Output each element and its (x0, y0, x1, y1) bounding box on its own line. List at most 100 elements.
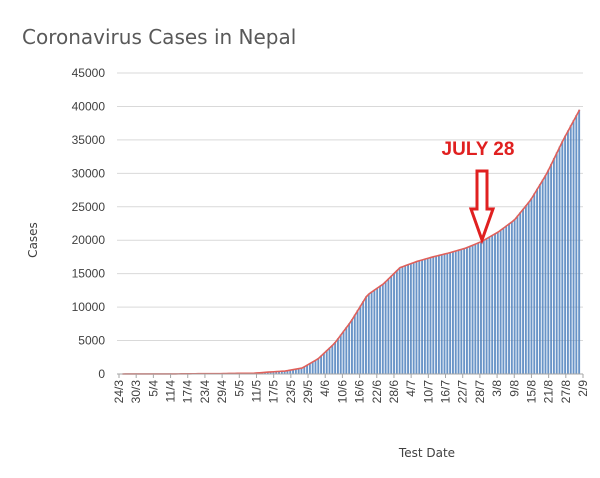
bar (508, 223, 510, 374)
y-tick-label: 0 (98, 367, 105, 381)
bar (544, 174, 547, 374)
bar (379, 285, 381, 374)
bar (426, 258, 429, 374)
bar (351, 319, 353, 374)
bar (457, 250, 460, 374)
bar (376, 287, 379, 374)
x-tick-label: 16/7 (439, 380, 453, 404)
x-tick-label: 4/7 (404, 380, 418, 397)
bar (541, 179, 544, 374)
x-tick-label: 9/8 (507, 380, 521, 397)
y-tick-label: 20000 (72, 233, 106, 247)
bar (278, 371, 280, 374)
y-tick-label: 30000 (72, 166, 106, 180)
x-tick-label: 30/3 (129, 380, 143, 404)
bar (468, 246, 471, 374)
x-tick-label: 27/8 (559, 380, 573, 404)
bar (527, 201, 530, 374)
bar (555, 152, 558, 374)
bar (320, 355, 323, 374)
bar (474, 243, 477, 374)
bar (300, 368, 303, 374)
bar (524, 205, 527, 374)
bar (353, 314, 356, 374)
bar (328, 347, 331, 374)
bar (578, 109, 581, 374)
bar (494, 233, 496, 374)
x-axis-tick-labels: 24/3 30/3 5/4 11/4 17/4 23/4 29/4 5/5 11/5 17/5 23… (112, 374, 590, 403)
bar (409, 263, 412, 374)
bar (454, 250, 457, 374)
x-tick-label: 28/7 (473, 380, 487, 404)
bar (398, 267, 401, 374)
bar (418, 260, 421, 374)
annotation-label: JULY 28 (442, 139, 515, 160)
bar (491, 235, 494, 374)
bar (480, 241, 482, 374)
bar (513, 219, 516, 374)
bar (485, 238, 488, 374)
bar (370, 291, 373, 374)
bar (488, 236, 491, 374)
x-tick-label: 16/6 (353, 380, 367, 404)
bar (477, 242, 480, 374)
x-tick-label: 22/7 (456, 380, 470, 404)
bar (569, 125, 572, 374)
bar (342, 330, 345, 374)
x-tick-label: 22/6 (370, 380, 384, 404)
bar (362, 301, 365, 374)
x-tick-label: 11/4 (164, 380, 178, 403)
bar (272, 371, 275, 374)
x-tick-label: 17/4 (181, 380, 195, 404)
bar (356, 310, 359, 374)
bar (311, 361, 314, 374)
bar (536, 188, 539, 374)
bar (496, 231, 499, 374)
y-axis-title: Cases (26, 222, 40, 258)
bar (339, 334, 342, 374)
bar (306, 364, 309, 374)
bar (550, 163, 553, 374)
bar (303, 366, 306, 374)
x-tick-label: 3/8 (490, 380, 504, 397)
bar (280, 371, 283, 374)
bars (121, 109, 581, 375)
y-tick-label: 10000 (72, 300, 106, 314)
bar (381, 283, 384, 374)
bar (499, 229, 502, 374)
bar (365, 296, 367, 374)
chart-title: Coronavirus Cases in Nepal (22, 25, 296, 49)
bar (429, 257, 432, 374)
bar (395, 270, 398, 374)
bar (283, 371, 286, 374)
bar (393, 273, 395, 374)
bar (482, 240, 485, 374)
x-tick-label: 29/4 (215, 380, 229, 404)
bar (460, 249, 463, 374)
x-tick-label: 23/4 (198, 380, 212, 404)
y-tick-label: 35000 (72, 133, 106, 147)
bar (566, 130, 569, 374)
bar (558, 146, 561, 374)
bar (289, 370, 292, 374)
x-tick-label: 17/5 (267, 380, 281, 404)
bar (533, 193, 536, 374)
y-tick-label: 45000 (72, 66, 106, 80)
bar (269, 371, 272, 374)
bar (435, 255, 438, 374)
bar (538, 184, 541, 374)
bar (421, 259, 424, 374)
bar (297, 368, 300, 374)
x-tick-label: 15/8 (524, 380, 538, 404)
bar (264, 372, 266, 374)
bar (404, 265, 407, 374)
bar (359, 305, 362, 374)
x-tick-label: 23/5 (284, 380, 298, 404)
bar (437, 255, 440, 374)
bar (423, 259, 426, 374)
bar (308, 363, 311, 374)
bar (401, 266, 404, 374)
bar (292, 369, 294, 374)
x-tick-label: 2/9 (576, 380, 590, 397)
